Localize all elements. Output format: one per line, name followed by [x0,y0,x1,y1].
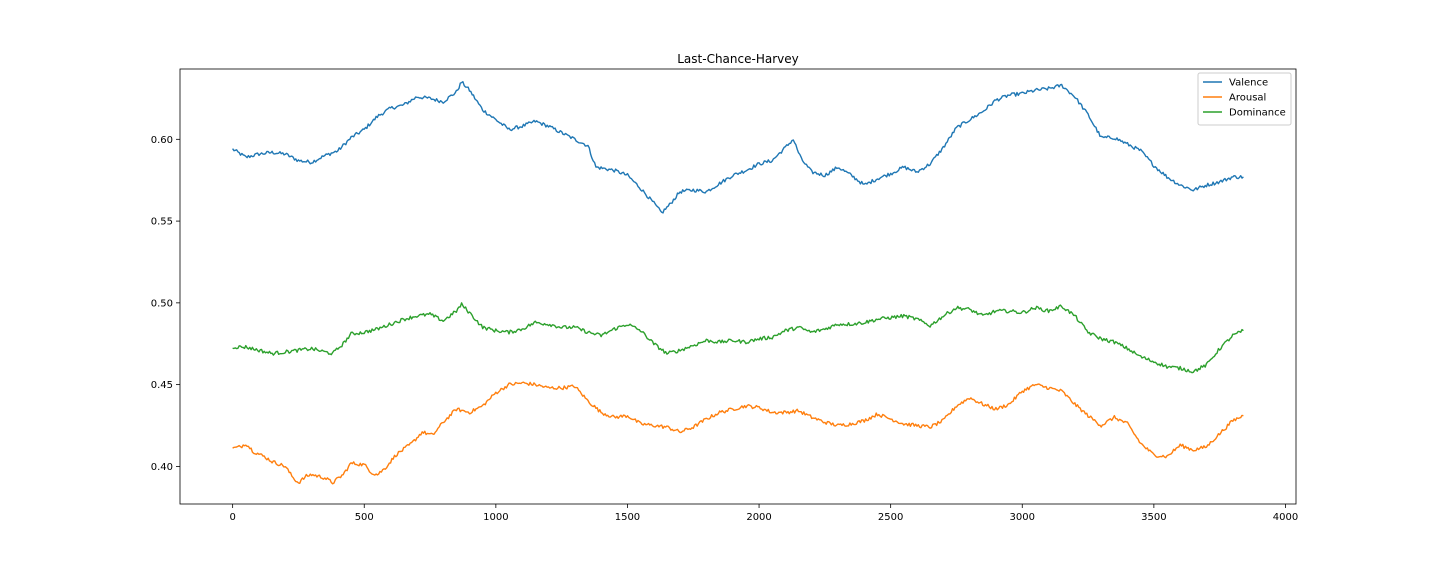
x-tick-label: 1000 [483,512,508,523]
series-line-dominance [232,302,1244,374]
y-tick-label: 0.50 [151,298,173,309]
y-tick-label: 0.45 [151,380,173,391]
y-tick-label: 0.60 [151,135,173,146]
y-tick-label: 0.40 [151,462,173,473]
x-tick-label: 0 [229,512,235,523]
legend-label-arousal: Arousal [1229,93,1266,104]
chart-title: Last-Chance-Harvey [677,52,798,66]
x-tick-label: 2000 [746,512,771,523]
series-line-valence [232,81,1244,214]
plot-frame [179,68,1297,505]
legend-label-dominance: Dominance [1229,108,1286,119]
x-tick-label: 2500 [878,512,903,523]
x-tick-label: 3500 [1141,512,1166,523]
x-tick-label: 4000 [1273,512,1298,523]
x-tick-label: 500 [355,512,374,523]
series-line-arousal [232,381,1244,485]
legend-label-valence: Valence [1229,78,1268,89]
series-layer [232,81,1244,485]
y-tick-label: 0.55 [151,217,173,228]
axes-layer: 0 500 1000 1500 2000 2500 3000 3500 4000 0.40 0.45… [151,68,1298,523]
x-tick-label: 3000 [1010,512,1035,523]
legend: Valence Arousal Dominance [1197,72,1292,126]
x-tick-label: 1500 [615,512,640,523]
